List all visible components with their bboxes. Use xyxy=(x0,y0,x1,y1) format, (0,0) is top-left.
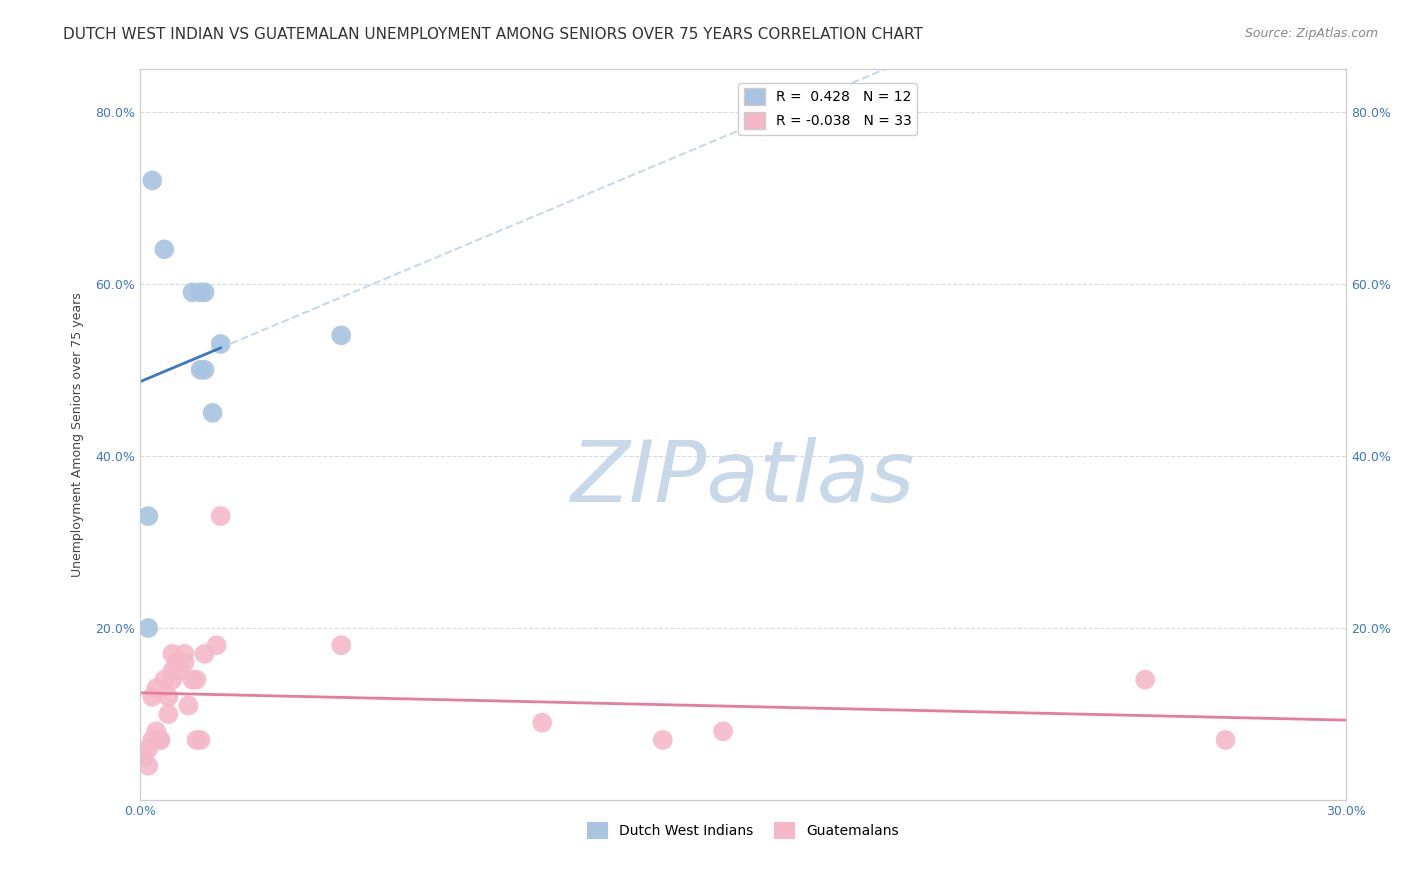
Point xyxy=(157,707,180,722)
Point xyxy=(209,509,232,524)
Point xyxy=(193,363,215,377)
Point xyxy=(173,656,195,670)
Point xyxy=(201,406,224,420)
Point xyxy=(136,758,159,772)
Point xyxy=(1215,733,1237,747)
Point xyxy=(153,673,176,687)
Point xyxy=(149,733,172,747)
Point xyxy=(205,638,228,652)
Point xyxy=(190,285,212,300)
Point xyxy=(1133,673,1156,687)
Point xyxy=(186,673,208,687)
Point xyxy=(136,741,159,756)
Point xyxy=(136,509,159,524)
Point xyxy=(162,673,184,687)
Point xyxy=(153,242,176,256)
Point xyxy=(162,664,184,678)
Point xyxy=(190,363,212,377)
Point xyxy=(149,733,172,747)
Text: DUTCH WEST INDIAN VS GUATEMALAN UNEMPLOYMENT AMONG SENIORS OVER 75 YEARS CORRELA: DUTCH WEST INDIAN VS GUATEMALAN UNEMPLOY… xyxy=(63,27,924,42)
Point xyxy=(134,750,156,764)
Point xyxy=(193,285,215,300)
Text: ZIPatlas: ZIPatlas xyxy=(571,437,915,520)
Point xyxy=(141,690,163,704)
Point xyxy=(651,733,673,747)
Point xyxy=(193,647,215,661)
Point xyxy=(531,715,554,730)
Point xyxy=(190,733,212,747)
Point xyxy=(169,664,191,678)
Point xyxy=(157,690,180,704)
Point xyxy=(173,647,195,661)
Legend: Dutch West Indians, Guatemalans: Dutch West Indians, Guatemalans xyxy=(582,816,904,845)
Point xyxy=(330,328,353,343)
Point xyxy=(141,173,163,187)
Point xyxy=(186,733,208,747)
Point xyxy=(711,724,734,739)
Point xyxy=(136,621,159,635)
Point xyxy=(162,647,184,661)
Point xyxy=(141,733,163,747)
Point xyxy=(181,673,204,687)
Point xyxy=(330,638,353,652)
Point xyxy=(209,337,232,351)
Point xyxy=(177,698,200,713)
Text: Source: ZipAtlas.com: Source: ZipAtlas.com xyxy=(1244,27,1378,40)
Point xyxy=(165,656,187,670)
Point xyxy=(145,681,167,696)
Point xyxy=(145,724,167,739)
Y-axis label: Unemployment Among Seniors over 75 years: Unemployment Among Seniors over 75 years xyxy=(72,292,84,577)
Point xyxy=(181,285,204,300)
